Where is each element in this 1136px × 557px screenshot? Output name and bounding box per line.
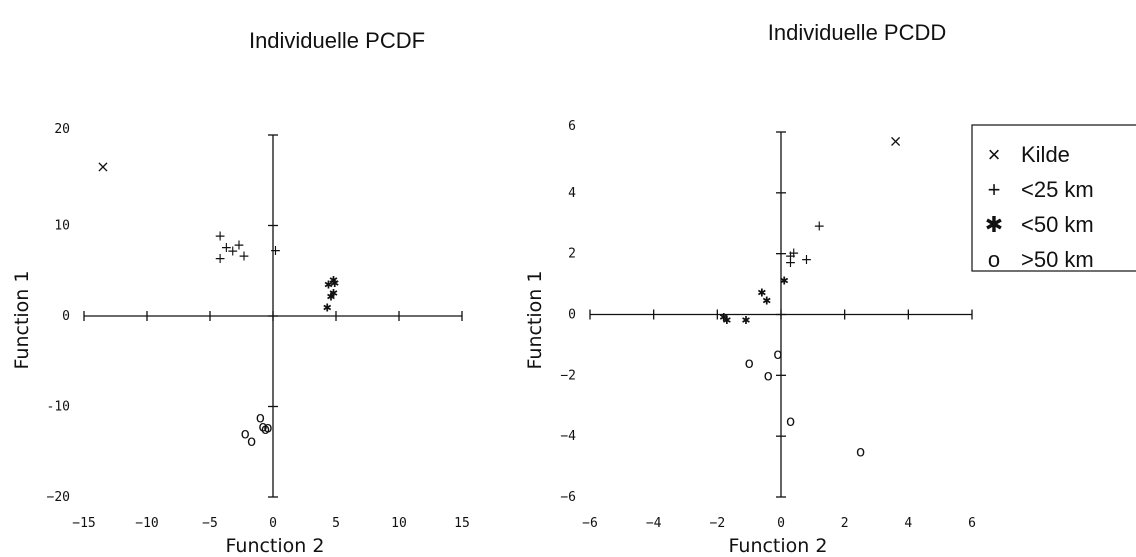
y-tick-label: −6 [560, 490, 576, 505]
x-tick-label: 15 [454, 516, 470, 531]
x-tick-label: 5 [332, 516, 340, 531]
data-point: ✱ [326, 290, 335, 303]
y-tick-label: 4 [568, 186, 576, 201]
data-point: ✱ [329, 287, 338, 300]
data-point: × [889, 132, 902, 151]
chart-pcdd: Individuelle PCDD Function 2 Function 1 … [524, 20, 976, 557]
data-point: ✱ [324, 279, 333, 292]
legend-label: Kilde [1021, 142, 1070, 167]
x-tick-label: −2 [710, 516, 726, 531]
data-point: o [745, 354, 754, 372]
chart-title: Individuelle PCDF [249, 28, 425, 53]
data-point: o [258, 417, 267, 435]
y-tick-label: -10 [47, 400, 70, 415]
x-axis-label: Function 2 [226, 535, 325, 557]
data-point: ✱ [329, 274, 338, 287]
x-tick-label: 6 [968, 516, 976, 531]
data-point: + [801, 252, 813, 268]
y-tick-label: 20 [54, 122, 70, 137]
x-tick-label: −5 [202, 516, 218, 531]
data-point: + [238, 248, 250, 264]
y-tick-label: 0 [62, 309, 70, 324]
y-tick-label: −2 [560, 368, 576, 383]
legend-symbol: × [988, 142, 1001, 167]
chart-pcdf: Individuelle PCDF Function 2 Function 1 … [11, 28, 470, 557]
y-tick-label: −4 [560, 429, 576, 444]
x-tick-label: −10 [135, 516, 158, 531]
y-axis-label: Function 1 [524, 271, 546, 370]
x-tick-label: −15 [72, 516, 95, 531]
legend-item: o >50 km [988, 247, 1094, 272]
x-axis-label: Function 2 [729, 535, 828, 557]
data-point: o [773, 345, 782, 363]
legend-symbol: + [988, 177, 1001, 202]
data-point: o [786, 412, 795, 430]
data-point: + [221, 240, 233, 256]
y-tick-label: 10 [54, 219, 70, 234]
x-tick-label: 2 [841, 516, 849, 531]
legend-label: <25 km [1021, 177, 1094, 202]
data-point: ✱ [330, 277, 339, 290]
data-point: o [241, 425, 250, 443]
legend-symbol: o [988, 247, 1000, 272]
data-point: ✱ [722, 314, 731, 327]
data-point: ✱ [323, 301, 332, 314]
data-point: + [214, 228, 226, 244]
data-point: + [785, 255, 797, 271]
data-point: ✱ [719, 311, 728, 324]
x-tick-label: 4 [904, 516, 912, 531]
legend-box [971, 124, 1136, 272]
data-point: + [813, 218, 825, 234]
data-point: + [227, 244, 239, 260]
data-point: o [256, 408, 265, 426]
data-point: o [764, 366, 773, 384]
legend-item: × Kilde [988, 142, 1070, 167]
y-tick-label: 2 [568, 247, 576, 262]
x-tick-label: −6 [582, 516, 598, 531]
data-point: o [263, 418, 272, 436]
legend-symbol: ✱ [985, 212, 1003, 237]
data-point: + [270, 243, 282, 259]
data-point: ✱ [780, 275, 789, 288]
y-tick-label: 0 [568, 308, 576, 323]
data-point: ✱ [762, 294, 771, 307]
data-point: o [261, 420, 270, 438]
y-tick-label: −20 [47, 490, 70, 505]
legend-label: <50 km [1021, 212, 1094, 237]
x-tick-label: −4 [646, 516, 662, 531]
legend-item: ✱ <50 km [985, 212, 1094, 237]
data-point: ✱ [757, 287, 766, 300]
data-point: × [96, 157, 109, 176]
y-tick-label: 6 [568, 119, 576, 134]
legend: × Kilde + <25 km ✱ <50 km o >50 km [971, 124, 1136, 272]
data-point: o [856, 442, 865, 460]
data-point: + [788, 246, 800, 262]
data-point: o [247, 432, 256, 450]
x-tick-label: 0 [777, 516, 785, 531]
chart-title: Individuelle PCDD [768, 20, 947, 45]
y-axis-label: Function 1 [11, 271, 33, 370]
legend-label: >50 km [1021, 247, 1094, 272]
x-tick-label: 10 [391, 516, 407, 531]
data-point: + [233, 237, 245, 253]
data-point: + [214, 251, 226, 267]
data-point: ✱ [741, 314, 750, 327]
legend-item: + <25 km [988, 177, 1094, 202]
data-point: + [785, 249, 797, 265]
x-tick-label: 0 [269, 516, 277, 531]
